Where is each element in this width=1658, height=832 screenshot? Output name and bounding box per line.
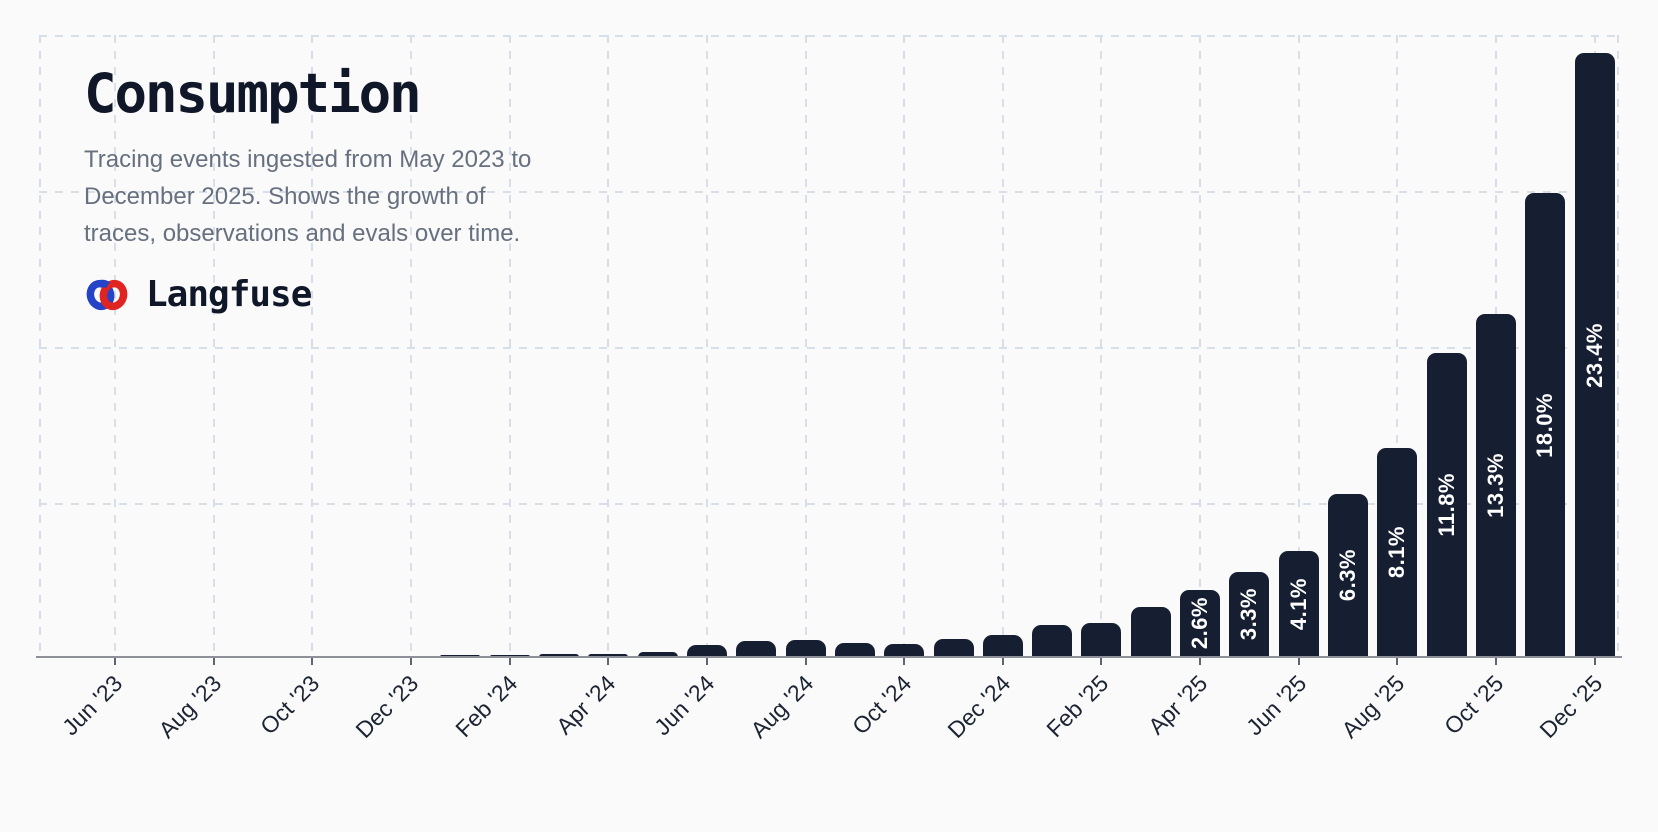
bar-apr-25: 2.6% <box>1180 590 1221 657</box>
bar-value-label: 3.3% <box>1236 588 1262 641</box>
bar-feb-25 <box>1081 623 1122 657</box>
x-axis-tick <box>1100 657 1103 665</box>
gridline-vertical <box>409 35 412 657</box>
chart-right-border <box>1617 35 1619 657</box>
gridline-horizontal <box>39 191 1618 193</box>
gridline-vertical <box>1199 35 1202 657</box>
gridline-vertical <box>1297 35 1300 657</box>
gridline-vertical <box>804 35 807 657</box>
bar-value-label: 23.4% <box>1581 322 1607 388</box>
bar-value-label: 13.3% <box>1483 453 1508 518</box>
brand-row: Langfuse <box>84 274 531 315</box>
gridline-horizontal <box>39 347 1618 349</box>
bar-aug-25: 8.1% <box>1377 448 1418 657</box>
x-axis-tick <box>1396 657 1399 665</box>
x-axis-tick <box>1495 657 1497 665</box>
chart-top-border <box>39 35 1618 37</box>
langfuse-knot-icon <box>84 275 130 315</box>
brand-name: Langfuse <box>146 274 312 316</box>
bar-sep-25: 11.8% <box>1426 353 1467 657</box>
bar-nov-25: 18.0% <box>1525 193 1566 657</box>
x-axis-tick <box>508 657 511 665</box>
gridline-vertical <box>508 35 511 657</box>
gridline-vertical <box>1396 35 1399 657</box>
chart-left-border <box>39 35 41 657</box>
gridline-vertical <box>903 35 906 657</box>
bar-jun-24 <box>686 645 727 657</box>
x-axis-line <box>36 656 1622 658</box>
bar-value-label: 8.1% <box>1384 526 1410 579</box>
gridline-horizontal <box>39 503 1618 505</box>
x-axis-tick <box>1593 657 1596 665</box>
bar-jan-25 <box>1032 625 1073 657</box>
x-axis-tick <box>212 657 215 665</box>
bar-dec-24 <box>982 635 1023 657</box>
gridline-vertical <box>212 35 215 657</box>
bar-value-label: 4.1% <box>1285 577 1311 631</box>
bar-apr-24 <box>588 654 629 657</box>
gridline-vertical <box>311 35 314 657</box>
bar-dec-25: 23.4% <box>1574 53 1615 657</box>
x-axis-tick <box>114 657 116 665</box>
gridline-vertical <box>1001 35 1004 657</box>
page-title: Consumption <box>84 62 422 125</box>
gridline-vertical <box>705 35 708 657</box>
bar-sep-24 <box>834 643 875 657</box>
bar-aug-24 <box>785 640 826 657</box>
bar-nov-24 <box>933 639 974 657</box>
x-axis-tick <box>409 657 412 665</box>
x-axis-label: Dec '25 <box>1533 670 1607 744</box>
bar-oct-24 <box>884 644 925 657</box>
x-axis-tick <box>311 657 314 665</box>
chart-header: Consumption Tracing events ingested from… <box>84 62 531 316</box>
bar-jul-24 <box>736 641 777 657</box>
x-axis-tick <box>804 657 807 665</box>
gridline-vertical <box>1100 35 1103 657</box>
subtitle-line: Tracing events ingested from May 2023 to <box>84 146 532 174</box>
bar-value-label: 2.6% <box>1187 597 1213 650</box>
bar-jul-25: 6.3% <box>1328 494 1368 657</box>
bar-value-label: 6.3% <box>1335 549 1360 602</box>
x-axis-tick <box>1199 657 1202 665</box>
bar-may-24 <box>637 652 678 657</box>
bar-oct-25: 13.3% <box>1476 314 1516 657</box>
bar-value-label: 18.0% <box>1532 392 1558 458</box>
bar-value-label: 11.8% <box>1433 473 1459 537</box>
x-axis-tick <box>607 657 610 665</box>
x-axis-tick <box>1001 657 1004 665</box>
bar-mar-24 <box>538 654 579 657</box>
bar-mar-25 <box>1130 607 1171 657</box>
chart-subtitle: Tracing events ingested from May 2023 to… <box>84 141 531 252</box>
x-axis-tick <box>903 657 906 665</box>
x-axis-label: Jun '23 <box>57 670 128 741</box>
subtitle-line: traces, observations and evals over time… <box>84 220 521 248</box>
bar-may-25: 3.3% <box>1229 572 1270 657</box>
bar-jun-25: 4.1% <box>1278 551 1319 657</box>
gridline-vertical <box>114 35 116 657</box>
subtitle-line: December 2025. Shows the growth of <box>84 183 486 211</box>
gridline-vertical <box>607 35 610 657</box>
x-axis-tick <box>1297 657 1300 665</box>
x-axis-tick <box>705 657 708 665</box>
